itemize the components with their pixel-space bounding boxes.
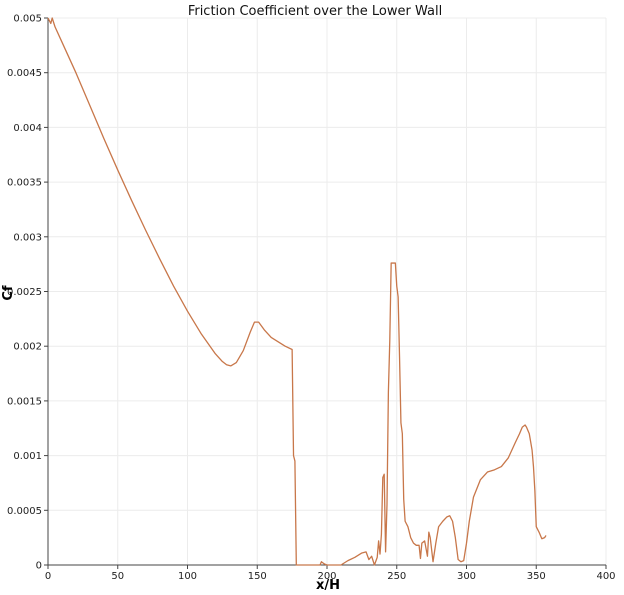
x-tick-label: 250 (387, 571, 406, 582)
series-line-cf (47, 17, 547, 566)
x-tick-label: 50 (111, 571, 124, 582)
y-axis-label: Cf (1, 285, 16, 301)
x-tick-label: 350 (527, 571, 546, 582)
y-tick-label: 0.0015 (7, 396, 42, 407)
x-tick-label: 150 (248, 571, 267, 582)
tick-labels: 0 50 100 150 200 250 300 350 400 0 0.0005 0.001 0.00… (7, 14, 616, 583)
x-tick-label: 100 (178, 571, 197, 582)
series-layer (47, 17, 547, 566)
y-tick-label: 0.005 (13, 14, 42, 25)
y-tick-label: 0.002 (13, 342, 42, 353)
axes (44, 17, 607, 569)
y-tick-label: 0.0025 (7, 287, 42, 298)
x-tick-label: 200 (317, 571, 336, 582)
y-tick-label: 0.003 (13, 232, 42, 243)
y-tick-label: 0.001 (13, 451, 42, 462)
x-tick-label: 400 (596, 571, 615, 582)
y-tick-label: 0.0045 (7, 68, 42, 79)
y-tick-label: 0.0005 (7, 506, 42, 517)
y-tick-label: 0.0035 (7, 178, 42, 189)
y-tick-label: 0.004 (13, 123, 42, 134)
y-tick-label: 0 (36, 561, 42, 572)
grid (47, 17, 607, 566)
x-axis-label: x/H (316, 578, 340, 593)
chart-title: Friction Coefficient over the Lower Wall (188, 4, 442, 19)
x-tick-label: 0 (45, 571, 51, 582)
x-tick-label: 300 (457, 571, 476, 582)
